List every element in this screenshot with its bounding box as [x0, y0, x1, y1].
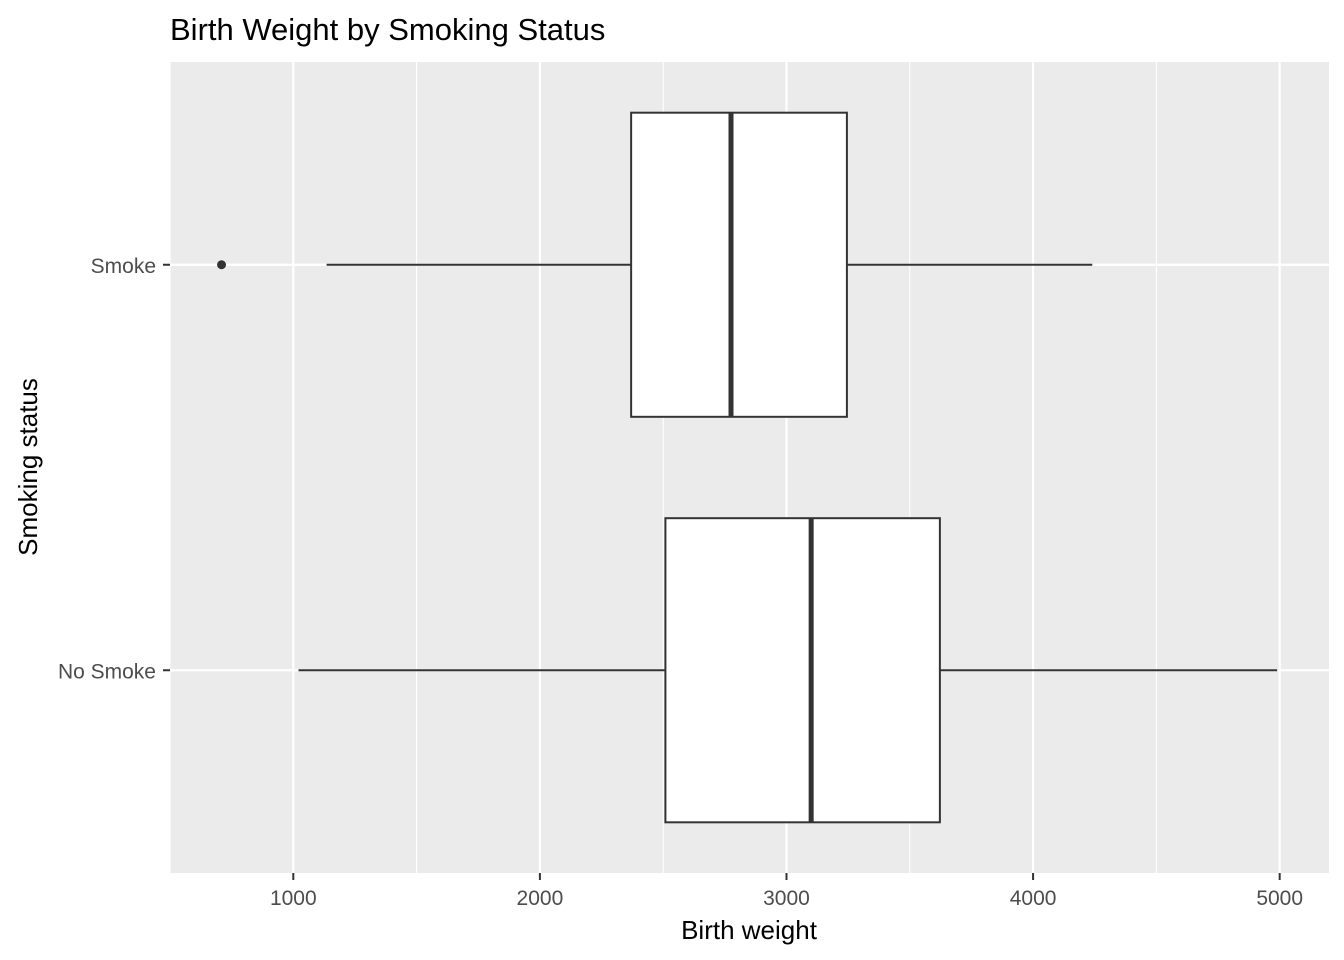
x-tick-label: 2000: [517, 887, 564, 910]
y-tick-label: No Smoke: [58, 660, 156, 683]
x-axis-title: Birth weight: [681, 915, 818, 945]
x-tick-label: 4000: [1010, 887, 1057, 910]
box-no-smoke: [298, 517, 1278, 824]
boxes-layer: [217, 111, 1278, 824]
chart-title: Birth Weight by Smoking Status: [170, 12, 605, 47]
y-tick-label: Smoke: [91, 255, 156, 278]
y-axis: Smoke No Smoke: [58, 255, 170, 683]
box-smoke: [217, 111, 1093, 418]
x-tick-label: 5000: [1256, 887, 1303, 910]
outlier-point: [217, 260, 227, 270]
x-tick-label: 1000: [270, 887, 317, 910]
y-axis-title: Smoking status: [13, 378, 43, 556]
x-tick-label: 3000: [763, 887, 810, 910]
iqr-box: [664, 517, 941, 824]
iqr-box: [630, 111, 848, 418]
x-axis: 1000 2000 3000 4000 5000: [270, 873, 1303, 910]
